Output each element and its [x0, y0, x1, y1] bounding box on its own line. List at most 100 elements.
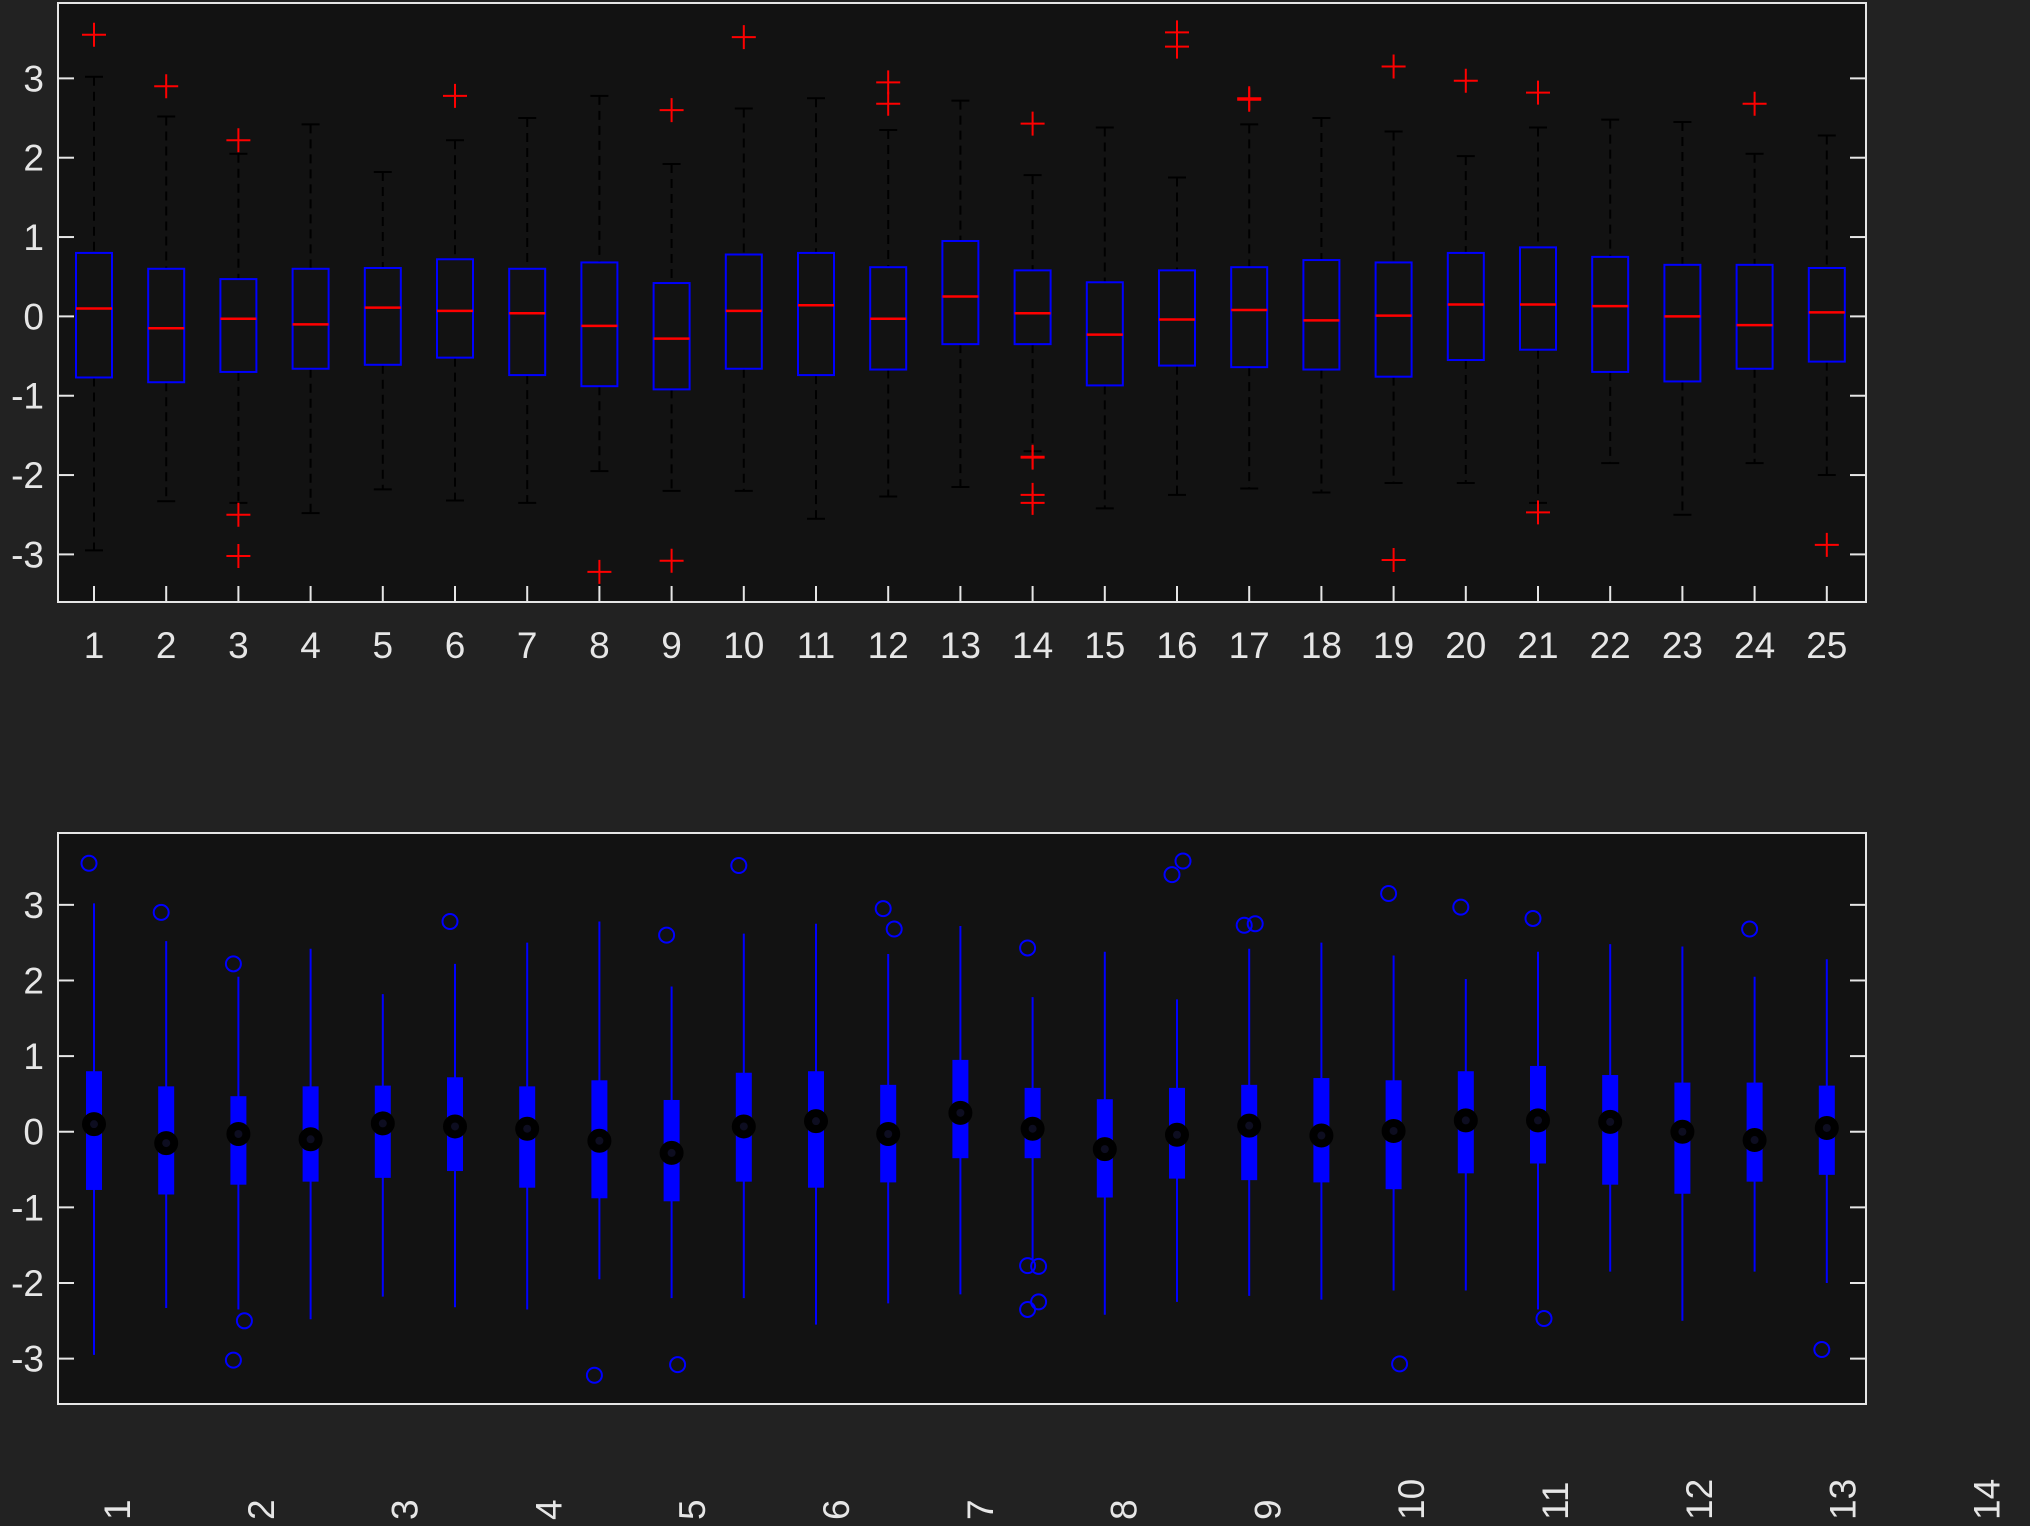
y-tick-label: -2	[11, 1263, 44, 1304]
x-tick-label: 12	[868, 625, 909, 666]
median-dot	[956, 1108, 965, 1117]
x-tick-label: 20	[1445, 625, 1486, 666]
x-tick-label: 7	[960, 1499, 1001, 1520]
x-tick-label: 16	[1156, 625, 1197, 666]
outlier-marker	[443, 83, 467, 108]
box	[580, 261, 619, 388]
outlier-circle	[1524, 909, 1542, 927]
x-tick-label: 7	[517, 625, 538, 666]
box	[1807, 266, 1846, 363]
y-tick-label: 0	[23, 1112, 44, 1153]
median-dot	[812, 1117, 820, 1126]
median-dot	[1461, 1116, 1470, 1125]
box	[75, 251, 113, 379]
y-tick-label: 2	[23, 138, 44, 179]
x-tick-label: 5	[373, 625, 394, 666]
outlier-circle	[1391, 1355, 1409, 1373]
outlier-marker	[1381, 547, 1406, 572]
outlier-circle	[224, 955, 242, 973]
y-tick-label: -2	[11, 455, 44, 496]
y-tick-label: 1	[23, 217, 44, 258]
median-dot	[667, 1148, 676, 1157]
x-tick-label: 14	[1012, 625, 1053, 666]
box	[797, 251, 835, 377]
x-tick-label: 23	[1662, 625, 1703, 666]
x-tick-label: 9	[661, 625, 682, 666]
median-dot	[1317, 1131, 1326, 1140]
median-dot	[1173, 1130, 1181, 1139]
outlier-circle	[730, 857, 748, 875]
x-tick-label: 10	[723, 625, 764, 666]
x-tick-label: 11	[797, 625, 835, 666]
outlier-circle	[1813, 1341, 1831, 1359]
outlier-circle	[1019, 939, 1037, 957]
median-dot	[523, 1124, 532, 1133]
box	[1302, 259, 1341, 371]
outlier-marker	[587, 559, 612, 584]
y-tick-label: 2	[23, 960, 44, 1001]
box	[1519, 246, 1557, 351]
x-tick-label: 22	[1590, 625, 1631, 666]
outlier-marker	[82, 22, 106, 47]
x-tick-label: 15	[1084, 625, 1125, 666]
outlier-marker	[876, 91, 901, 116]
outlier-marker	[731, 25, 756, 50]
outlier-circle	[152, 903, 170, 921]
x-tick-label: 1	[84, 625, 105, 666]
y-tick-label: 0	[23, 296, 44, 337]
outlier-circle	[441, 912, 459, 930]
outlier-marker	[1453, 68, 1478, 93]
median-dot	[1245, 1121, 1254, 1130]
x-tick-label: 1	[97, 1499, 138, 1520]
outlier-marker	[1526, 80, 1550, 105]
median-dot	[234, 1130, 243, 1139]
outlier-marker	[1237, 86, 1262, 111]
outlier-marker	[226, 543, 251, 568]
y-tick-label: 3	[23, 885, 44, 926]
median-dot	[90, 1120, 98, 1129]
outlier-circle	[885, 920, 903, 938]
median-dot	[884, 1130, 893, 1139]
outlier-circle	[585, 1366, 603, 1384]
outlier-circle	[1380, 885, 1398, 903]
x-tick-label: 13	[1823, 1479, 1864, 1520]
median-dot	[1028, 1124, 1037, 1133]
outlier-circle	[669, 1356, 687, 1374]
outlier-circle	[1019, 1300, 1037, 1318]
outlier-circle	[1452, 898, 1470, 916]
box	[363, 266, 402, 366]
box	[1374, 261, 1413, 378]
x-tick-label: 4	[300, 625, 321, 666]
median-dot	[306, 1135, 315, 1144]
box	[941, 240, 980, 346]
outlier-circle	[1019, 1257, 1037, 1275]
median-dot	[1389, 1126, 1398, 1135]
outlier-marker	[1020, 490, 1045, 515]
x-tick-label: 19	[1373, 625, 1414, 666]
outlier-circle	[1741, 920, 1759, 938]
outlier-marker	[659, 98, 684, 123]
outlier-marker	[1020, 111, 1045, 136]
outlier-circle	[1235, 916, 1253, 934]
x-tick-label: 8	[589, 625, 610, 666]
outlier-marker	[154, 74, 179, 99]
y-tick-label: -3	[11, 1339, 44, 1380]
x-tick-label: 3	[385, 1499, 426, 1520]
outlier-marker	[1381, 54, 1406, 79]
x-tick-label: 8	[1104, 1499, 1145, 1520]
outlier-circle	[1174, 852, 1192, 870]
outlier-circle	[1535, 1310, 1553, 1328]
outlier-marker	[1165, 20, 1189, 45]
outlier-circle	[224, 1351, 242, 1369]
y-tick-label: 1	[23, 1036, 44, 1077]
x-tick-label: 18	[1301, 625, 1342, 666]
box	[508, 267, 547, 377]
outlier-circle	[80, 854, 98, 872]
x-tick-label: 11	[1535, 1482, 1576, 1520]
y-tick-label: -1	[11, 1187, 44, 1228]
median-dot	[451, 1122, 459, 1131]
x-tick-label: 3	[228, 625, 249, 666]
outlier-marker	[226, 502, 251, 527]
